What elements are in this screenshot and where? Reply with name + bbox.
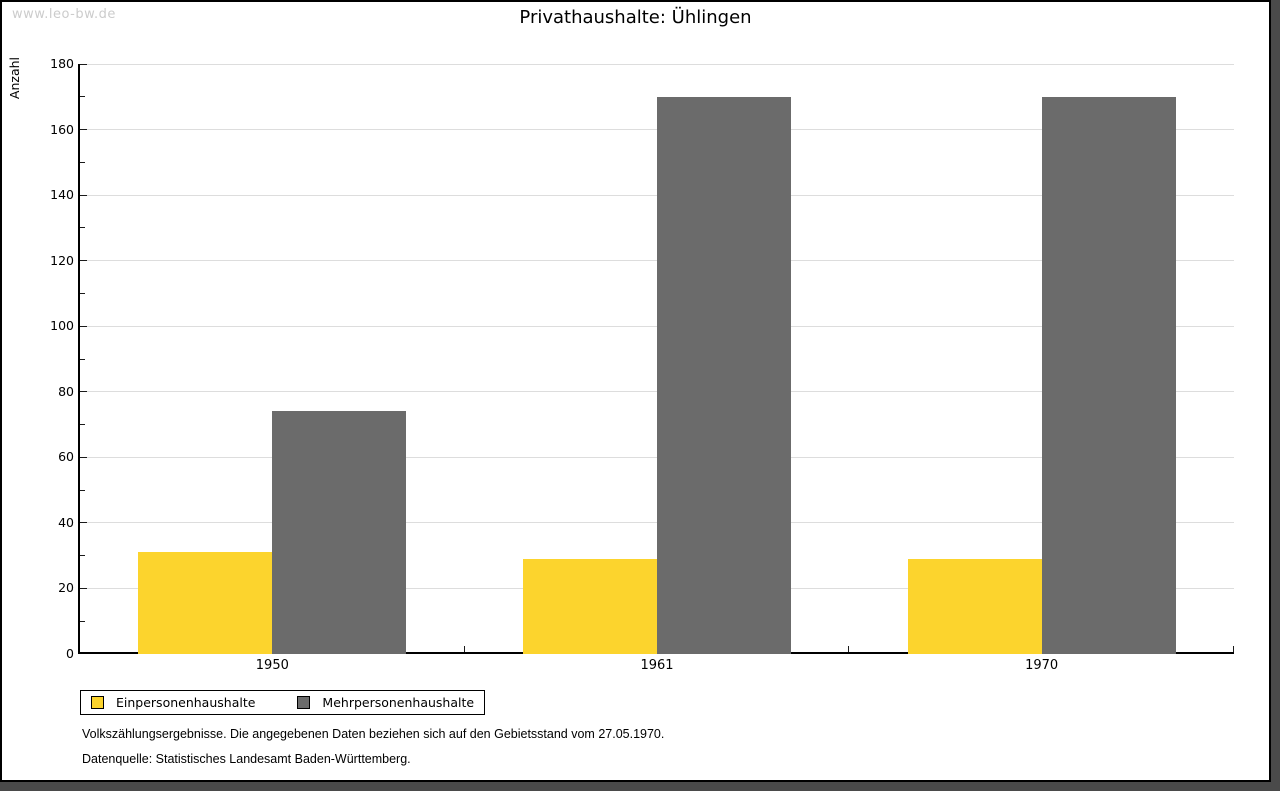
watermark: www.leo-bw.de <box>12 7 116 22</box>
y-tick-60 <box>80 456 87 458</box>
y-tick-30 <box>80 555 85 557</box>
plot-area: 0 20 40 60 80 100 120 140 160 180 1950 1961 1970 <box>50 56 1234 673</box>
legend-swatch-einpersonenhaushalte <box>91 696 104 709</box>
y-tick-label-100: 100 <box>50 318 74 334</box>
y-tick-100 <box>80 325 87 327</box>
bar-mehrpersonenhaushalte-1961 <box>657 96 791 654</box>
legend-label-einpersonenhaushalte: Einpersonenhaushalte <box>116 695 256 710</box>
bar-mehrpersonenhaushalte-1950 <box>272 411 407 654</box>
y-tick-160 <box>80 129 87 131</box>
footer-data-source: Datenquelle: Statistisches Landesamt Bad… <box>82 752 411 766</box>
x-boundary-tick-2 <box>848 646 850 652</box>
y-tick-180 <box>80 63 87 65</box>
x-boundary-tick-1 <box>463 646 465 652</box>
y-tick-120 <box>80 260 87 262</box>
bar-mehrpersonenhaushalte-1970 <box>1041 96 1176 654</box>
y-tick-80 <box>80 391 87 393</box>
legend-item-mehrpersonenhaushalte: Mehrpersonenhaushalte <box>297 695 474 710</box>
x-boundary-tick-3 <box>1233 646 1234 652</box>
y-tick-70 <box>80 424 85 426</box>
bar-einpersonenhaushalte-1950 <box>138 552 273 654</box>
y-tick-label-140: 140 <box>50 187 74 203</box>
y-tick-90 <box>80 358 85 360</box>
y-tick-10 <box>80 620 85 622</box>
y-tick-50 <box>80 489 85 491</box>
y-tick-130 <box>80 227 85 229</box>
x-tick-label-1950: 1950 <box>255 658 289 673</box>
y-axis-line <box>78 64 80 654</box>
footer-source-note: Volkszählungsergebnisse. Die angegebenen… <box>82 727 665 741</box>
y-tick-label-80: 80 <box>58 383 74 399</box>
chart-title: Privathaushalte: Ühlingen <box>519 7 752 28</box>
x-tick-label-1961: 1961 <box>640 658 674 673</box>
y-tick-40 <box>80 522 87 524</box>
y-axis-label: Anzahl <box>7 57 22 100</box>
legend-label-mehrpersonenhaushalte: Mehrpersonenhaushalte <box>322 695 475 710</box>
bar-einpersonenhaushalte-1970 <box>907 558 1042 654</box>
y-tick-label-180: 180 <box>50 56 74 71</box>
y-tick-label-20: 20 <box>58 580 74 596</box>
y-tick-label-40: 40 <box>58 514 74 530</box>
y-tick-170 <box>80 96 85 98</box>
y-tick-label-0: 0 <box>66 646 74 661</box>
y-tick-20 <box>80 587 87 589</box>
y-tick-label-160: 160 <box>50 121 74 137</box>
bar-einpersonenhaushalte-1961 <box>523 558 657 654</box>
legend-item-einpersonenhaushalte: Einpersonenhaushalte <box>91 695 255 710</box>
x-tick-label-1970: 1970 <box>1025 658 1059 673</box>
y-tick-150 <box>80 161 85 163</box>
gridline-180 <box>80 63 1234 65</box>
y-tick-140 <box>80 194 87 196</box>
legend: Einpersonenhaushalte Mehrpersonenhaushal… <box>80 690 486 715</box>
y-tick-label-60: 60 <box>58 449 74 465</box>
y-tick-110 <box>80 292 85 294</box>
y-tick-label-120: 120 <box>50 252 74 268</box>
legend-swatch-mehrpersonenhaushalte <box>297 696 311 709</box>
